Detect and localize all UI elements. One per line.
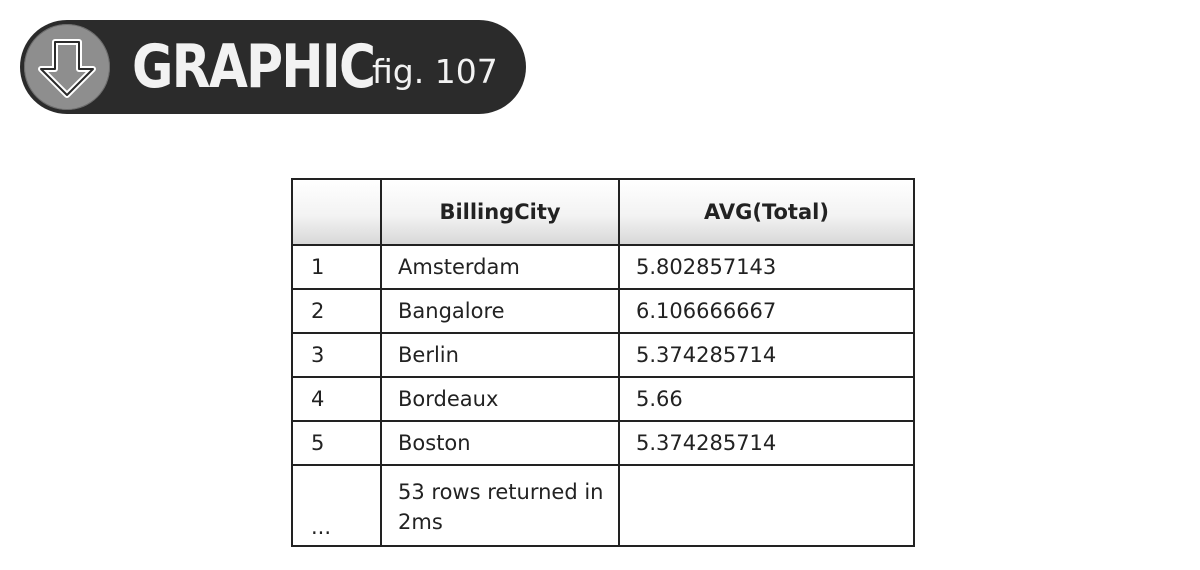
billing-city-cell: Boston [380, 420, 620, 466]
column-header-avg-total: AVG(Total) [618, 178, 915, 246]
avg-total-cell: 6.106666667 [618, 288, 915, 334]
banner-title: GRAPHIC [132, 32, 376, 102]
query-results-table: BillingCity AVG(Total) 1 Amsterdam 5.802… [291, 178, 915, 547]
empty-cell [618, 464, 915, 547]
table-row: 5 Boston 5.374285714 [291, 420, 915, 466]
row-number: 3 [291, 332, 382, 378]
down-arrow-circle-icon [24, 24, 110, 110]
table-row: 4 Bordeaux 5.66 [291, 376, 915, 422]
column-header-billingcity: BillingCity [380, 178, 620, 246]
avg-total-cell: 5.66 [618, 376, 915, 422]
row-number: 4 [291, 376, 382, 422]
avg-total-cell: 5.374285714 [618, 332, 915, 378]
row-number: 2 [291, 288, 382, 334]
billing-city-cell: Amsterdam [380, 244, 620, 290]
table-row: 3 Berlin 5.374285714 [291, 332, 915, 378]
avg-total-cell: 5.374285714 [618, 420, 915, 466]
row-ellipsis: ... [291, 464, 382, 547]
table-row: 1 Amsterdam 5.802857143 [291, 244, 915, 290]
row-number: 1 [291, 244, 382, 290]
billing-city-cell: Bordeaux [380, 376, 620, 422]
avg-total-cell: 5.802857143 [618, 244, 915, 290]
billing-city-cell: Berlin [380, 332, 620, 378]
row-number: 5 [291, 420, 382, 466]
rows-returned-message: 53 rows returned in 2ms [380, 464, 620, 547]
graphic-banner: GRAPHIC fig. 107 [20, 20, 526, 114]
billing-city-cell: Bangalore [380, 288, 620, 334]
results-summary-row: ... 53 rows returned in 2ms [291, 464, 915, 547]
figure-label: fig. 107 [372, 52, 498, 91]
table-row: 2 Bangalore 6.106666667 [291, 288, 915, 334]
table-header-row: BillingCity AVG(Total) [291, 178, 915, 246]
column-header-rownum [291, 178, 382, 246]
